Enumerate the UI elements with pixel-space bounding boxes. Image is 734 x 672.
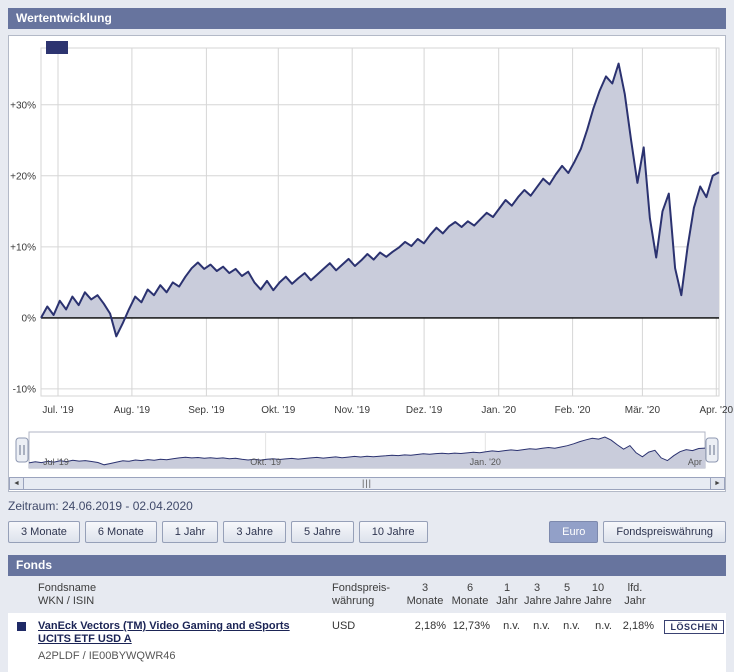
chart-scrollbar[interactable]: ◄ ||| ► [9, 477, 725, 490]
fund-currency: USD [330, 613, 402, 672]
navigator-left-handle[interactable] [15, 437, 29, 463]
period-button-5-jahre[interactable]: 5 Jahre [291, 521, 354, 543]
svg-text:Nov. '19: Nov. '19 [334, 405, 370, 416]
currency-button-euro[interactable]: Euro [549, 521, 599, 543]
svg-text:Aug. '19: Aug. '19 [114, 405, 151, 416]
svg-text:Jul '19: Jul '19 [43, 457, 69, 467]
main-chart: +30% +20% +10% 0% -10% Jul. '19 Aug. '19 Sep. '… [10, 47, 734, 416]
fund-perf-10-jahre: n.v. [582, 613, 614, 672]
chart-menu-icon[interactable] [46, 41, 68, 54]
col-5-jahre: 5 Jahre [554, 582, 582, 607]
svg-text:Okt. '19: Okt. '19 [250, 457, 281, 467]
controls-spacer [433, 521, 545, 543]
fonds-table: Fondsname WKN / ISIN Fondspreis- währung… [8, 576, 726, 672]
period-button-3-monate[interactable]: 3 Monate [8, 521, 80, 543]
fund-row: VanEck Vectors (TM) Video Gaming and eSp… [8, 613, 726, 672]
fonds-header: Fonds [8, 555, 726, 576]
svg-text:-10%: -10% [13, 384, 36, 395]
period-button-3-jahre[interactable]: 3 Jahre [223, 521, 287, 543]
svg-text:0%: 0% [22, 313, 37, 324]
fonds-panel: Fonds Fondsname WKN / ISIN Fondspreis- w… [8, 555, 726, 672]
navigator-chart[interactable]: Jul '19 Okt. '19 Jan. '20 Apr [9, 428, 725, 476]
wertentwicklung-title: Wertentwicklung [16, 11, 112, 25]
svg-text:Dez. '19: Dez. '19 [406, 405, 443, 416]
col-3-jahre: 3 Jahre [524, 582, 552, 607]
fund-actions-cell: LÖSCHEN [656, 613, 726, 672]
fonds-table-header-row: Fondsname WKN / ISIN Fondspreis- währung… [8, 576, 726, 613]
svg-text:Jul. '19: Jul. '19 [42, 405, 74, 416]
wertentwicklung-header: Wertentwicklung [8, 8, 726, 29]
zeitraum-label: Zeitraum: 24.06.2019 - 02.04.2020 [8, 499, 193, 513]
fund-name-link[interactable]: VanEck Vectors (TM) Video Gaming and eSp… [38, 620, 290, 645]
navigator-right-handle[interactable] [705, 437, 719, 463]
currency-button-fondswaehrung[interactable]: Fondspreiswährung [603, 521, 726, 543]
period-button-1-jahr[interactable]: 1 Jahr [161, 521, 219, 543]
fund-perf-3-jahre: n.v. [522, 613, 552, 672]
delete-fund-button[interactable]: LÖSCHEN [664, 620, 724, 634]
period-button-6-monate[interactable]: 6 Monate [84, 521, 157, 543]
fund-perf-6-monate: 12,73% [448, 613, 492, 672]
fund-perf-5-jahre: n.v. [552, 613, 582, 672]
scrollbar-grip[interactable]: ||| [361, 478, 373, 488]
svg-text:+20%: +20% [10, 171, 36, 182]
fund-perf-lfd-jahr: 2,18% [614, 613, 656, 672]
svg-text:+30%: +30% [10, 100, 36, 111]
col-1-jahr: 1 Jahr [496, 582, 518, 607]
period-button-10-jahre[interactable]: 10 Jahre [358, 521, 428, 543]
scroll-left-button[interactable]: ◄ [10, 478, 24, 489]
svg-text:Jan. '20: Jan. '20 [481, 405, 516, 416]
chart-panel: +30% +20% +10% 0% -10% Jul. '19 Aug. '19 Sep. '… [8, 35, 734, 492]
fonds-title: Fonds [16, 558, 52, 572]
svg-text:Apr: Apr [688, 457, 702, 467]
period-controls: 3 Monate 6 Monate 1 Jahr 3 Jahre 5 Jahre… [8, 521, 726, 543]
fund-perf-3-monate: 2,18% [402, 613, 448, 672]
svg-text:Apr. '20: Apr. '20 [699, 405, 733, 416]
svg-text:Jan. '20: Jan. '20 [470, 457, 501, 467]
svg-text:+10%: +10% [10, 242, 36, 253]
col-10-jahre: 10 Jahre [584, 582, 612, 607]
fund-wkn-isin: A2PLDF / IE00BYWQWR46 [38, 650, 176, 662]
fund-perf-1-jahr: n.v. [492, 613, 522, 672]
scrollbar-track[interactable]: ||| [24, 478, 710, 489]
svg-text:Mär. '20: Mär. '20 [625, 405, 661, 416]
fund-name-cell: VanEck Vectors (TM) Video Gaming and eSp… [8, 613, 330, 672]
svg-text:Okt. '19: Okt. '19 [261, 405, 296, 416]
col-lfd-jahr: lfd. Jahr [624, 582, 646, 607]
col-fondsname: Fondsname WKN / ISIN [38, 582, 97, 607]
scroll-right-button[interactable]: ► [710, 478, 724, 489]
col-3-monate: 3 Monate [406, 582, 444, 607]
svg-text:Feb. '20: Feb. '20 [555, 405, 591, 416]
fund-color-swatch [17, 622, 26, 631]
col-actions [656, 576, 726, 613]
col-fondspreiswaehrung: Fondspreis- währung [332, 582, 391, 607]
svg-text:Sep. '19: Sep. '19 [188, 405, 225, 416]
col-6-monate: 6 Monate [451, 582, 489, 607]
